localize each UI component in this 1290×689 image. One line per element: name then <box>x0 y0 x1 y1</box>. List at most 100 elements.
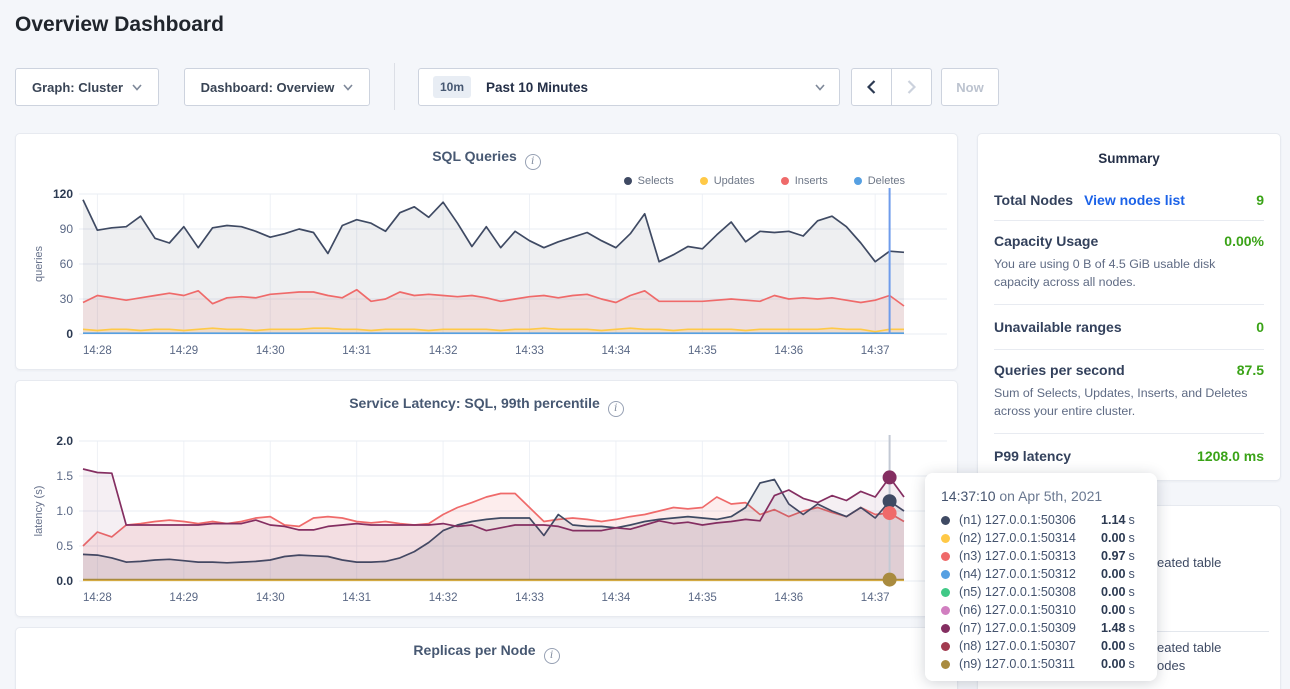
svg-text:14:33: 14:33 <box>515 345 544 357</box>
svg-text:latency (s): latency (s) <box>33 486 45 537</box>
series-color-dot <box>941 641 950 651</box>
svg-text:0: 0 <box>66 327 73 341</box>
info-icon[interactable]: i <box>524 153 541 170</box>
svg-text:queries: queries <box>33 245 45 282</box>
legend-item-inserts[interactable]: Inserts <box>780 175 828 187</box>
svg-text:1.0: 1.0 <box>56 504 73 518</box>
svg-text:14:37: 14:37 <box>861 592 890 604</box>
svg-text:14:35: 14:35 <box>688 345 717 357</box>
capacity-usage-value: 0.00% <box>1224 233 1264 249</box>
chevron-right-icon <box>907 80 916 94</box>
tooltip-row-n2: (n2) 127.0.0.1:50314 0.00 s <box>941 529 1143 547</box>
time-forward-button[interactable] <box>891 68 932 106</box>
info-icon[interactable]: i <box>543 647 560 664</box>
tooltip-row-n3: (n3) 127.0.0.1:50313 0.97 s <box>941 547 1143 565</box>
svg-text:14:29: 14:29 <box>169 345 198 357</box>
info-icon[interactable]: i <box>607 400 624 417</box>
svg-text:14:32: 14:32 <box>429 592 458 604</box>
svg-text:14:31: 14:31 <box>342 592 371 604</box>
sql-queries-legend: Selects Updates Inserts Deletes <box>623 175 905 187</box>
svg-text:14:28: 14:28 <box>83 592 112 604</box>
tooltip-row-n6: (n6) 127.0.0.1:50310 0.00 s <box>941 601 1143 619</box>
total-nodes-label: Total Nodes <box>994 192 1074 208</box>
series-color-dot <box>941 605 950 615</box>
svg-text:14:34: 14:34 <box>602 345 631 357</box>
capacity-usage-description: You are using 0 B of 4.5 GiB usable disk… <box>994 257 1216 289</box>
chevron-down-icon <box>815 83 825 91</box>
svg-text:14:35: 14:35 <box>688 592 717 604</box>
svg-text:30: 30 <box>60 292 74 306</box>
svg-text:0.5: 0.5 <box>56 539 73 553</box>
svg-text:14:30: 14:30 <box>256 345 285 357</box>
svg-text:14:28: 14:28 <box>83 345 112 357</box>
tooltip-row-n1: (n1) 127.0.0.1:50306 1.14 s <box>941 511 1143 529</box>
view-nodes-list-link[interactable]: View nodes list <box>1084 192 1185 208</box>
svg-text:14:31: 14:31 <box>342 345 371 357</box>
svg-text:14:32: 14:32 <box>429 345 458 357</box>
series-color-dot <box>941 551 950 561</box>
chevron-down-icon <box>132 83 142 91</box>
svg-text:14:37: 14:37 <box>861 345 890 357</box>
tooltip-row-n9: (n9) 127.0.0.1:50311 0.00 s <box>941 655 1143 673</box>
time-range-badge: 10m <box>433 76 472 98</box>
svg-text:120: 120 <box>53 187 73 201</box>
service-latency-plot[interactable]: 14:28 14:29 14:30 14:31 14:32 14:33 14:34 14:35… <box>16 427 959 609</box>
series-color-dot <box>623 177 632 185</box>
graph-dropdown[interactable]: Graph: Cluster <box>15 68 159 106</box>
page-title: Overview Dashboard <box>15 13 224 36</box>
time-range-label: Past 10 Minutes <box>486 79 589 95</box>
series-color-dot <box>780 177 789 185</box>
legend-item-deletes[interactable]: Deletes <box>853 175 905 187</box>
time-range-selector[interactable]: 10m Past 10 Minutes <box>418 68 840 106</box>
event-item-fragment[interactable]: eated table <box>1157 555 1222 570</box>
qps-description: Sum of Selects, Updates, Inserts, and De… <box>994 385 1248 418</box>
series-color-dot <box>941 569 950 579</box>
svg-text:14:36: 14:36 <box>774 592 803 604</box>
event-item-fragment[interactable]: eated table <box>1157 640 1222 655</box>
summary-row-total-nodes: Total Nodes View nodes list 9 <box>994 190 1264 221</box>
svg-text:1.5: 1.5 <box>56 469 73 483</box>
sql-queries-chart-card: SQL Queries i Selects Updates Inserts Del… <box>15 133 958 370</box>
series-color-dot <box>941 533 950 543</box>
svg-text:14:36: 14:36 <box>774 345 803 357</box>
dashboard-dropdown[interactable]: Dashboard: Overview <box>184 68 370 106</box>
tooltip-timestamp: 14:37:10 on Apr 5th, 2021 <box>941 488 1103 504</box>
summary-panel: Summary Total Nodes View nodes list 9 Ca… <box>977 133 1281 481</box>
svg-text:90: 90 <box>60 222 74 236</box>
service-latency-chart-title: Service Latency: SQL, 99th percentile i <box>16 395 957 417</box>
series-color-dot <box>941 659 950 669</box>
svg-text:14:33: 14:33 <box>515 592 544 604</box>
svg-text:14:34: 14:34 <box>602 592 631 604</box>
replicas-per-node-chart-title: Replicas per Node i <box>16 642 957 664</box>
svg-text:14:30: 14:30 <box>256 592 285 604</box>
dashboard-dropdown-label: Dashboard: Overview <box>200 79 335 95</box>
summary-row-p99: P99 latency 1208.0 ms <box>994 434 1264 478</box>
event-item-fragment[interactable]: odes <box>1157 658 1186 673</box>
p99-latency-value: 1208.0 ms <box>1197 447 1264 464</box>
svg-text:2.0: 2.0 <box>56 434 73 448</box>
sql-queries-chart-title: SQL Queries i <box>16 148 957 170</box>
legend-item-selects[interactable]: Selects <box>623 175 674 187</box>
svg-text:0.0: 0.0 <box>56 574 73 588</box>
time-back-button[interactable] <box>851 68 892 106</box>
service-latency-chart-card: Service Latency: SQL, 99th percentile i 1… <box>15 380 958 617</box>
svg-text:14:29: 14:29 <box>169 592 198 604</box>
total-nodes-value: 9 <box>1256 192 1264 208</box>
qps-value: 87.5 <box>1236 361 1264 378</box>
unavailable-ranges-value: 0 <box>1256 318 1264 335</box>
replicas-per-node-chart-card: Replicas per Node i <box>15 627 958 689</box>
legend-item-updates[interactable]: Updates <box>699 175 755 187</box>
graph-dropdown-label: Graph: Cluster <box>31 79 123 95</box>
toolbar-divider <box>394 63 395 110</box>
series-color-dot <box>941 515 950 525</box>
chevron-down-icon <box>343 83 353 91</box>
now-button[interactable]: Now <box>941 68 999 106</box>
tooltip-row-n4: (n4) 127.0.0.1:50312 0.00 s <box>941 565 1143 583</box>
summary-row-capacity: Capacity Usage 0.00% You are using 0 B o… <box>994 221 1264 305</box>
unavailable-ranges-label: Unavailable ranges <box>994 318 1122 335</box>
summary-row-unavailable-ranges: Unavailable ranges 0 <box>994 305 1264 350</box>
series-color-dot <box>941 587 950 597</box>
summary-row-qps: Queries per second 87.5 Sum of Selects, … <box>994 350 1264 434</box>
sql-queries-plot[interactable]: 14:28 14:29 14:30 14:31 14:32 14:33 14:34 14:35… <box>16 180 959 362</box>
